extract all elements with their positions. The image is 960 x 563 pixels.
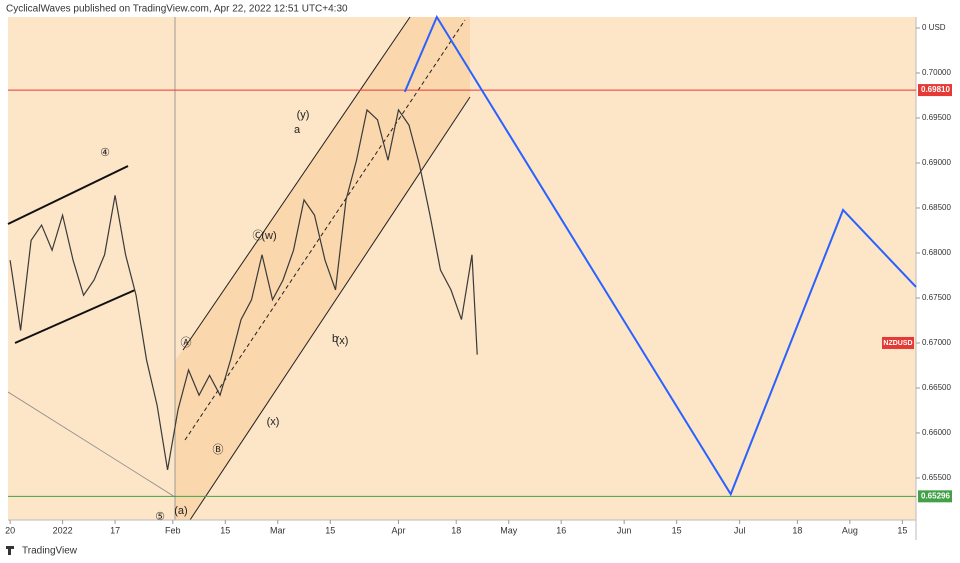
- flag-lower: [14, 289, 136, 344]
- y-tick-label: 0.65500: [922, 473, 951, 482]
- flag-upper: [7, 165, 129, 225]
- last-price-bg: [882, 336, 914, 349]
- wave-label: (w): [261, 230, 276, 242]
- y-tick-label: 0.68500: [922, 203, 951, 212]
- wave-label: Ⓑ: [213, 443, 224, 456]
- y-tick-label: 0.70000: [922, 68, 951, 77]
- x-tick-label: Apr: [391, 525, 405, 535]
- x-tick-label: 16: [556, 525, 566, 535]
- x-tick-label: 17: [110, 525, 120, 535]
- y-tick-label: 0.67000: [922, 338, 951, 347]
- x-tick-label: 18: [451, 525, 461, 535]
- y-tick-label: 0.68000: [922, 248, 951, 257]
- header: CyclicalWaves published on TradingView.c…: [6, 4, 348, 15]
- wave-label: (a): [174, 505, 187, 517]
- x-tick-label: 15: [220, 525, 230, 535]
- y-tick-label: 0 USD: [922, 23, 946, 32]
- brand-logo: [6, 546, 14, 555]
- symbol-label: NZDUSD: [883, 340, 912, 347]
- x-tick-label: Mar: [270, 525, 286, 535]
- wave-label: b: [332, 333, 338, 345]
- x-tick-label: May: [500, 525, 518, 535]
- series-line: [403, 14, 917, 497]
- y-tick-label: 0.66000: [922, 428, 951, 437]
- x-tick-label: 20: [5, 525, 15, 535]
- level-label: 0.65296: [921, 491, 950, 500]
- series-line: [9, 108, 478, 470]
- wave-label: Ⓐ: [181, 336, 192, 349]
- x-tick-label: Aug: [842, 525, 858, 535]
- channel-fill: [175, 17, 470, 520]
- y-tick-label: 0.69500: [922, 113, 951, 122]
- wave-label: (x): [267, 416, 280, 428]
- wave-label: ④: [100, 147, 110, 159]
- x-tick-label: 15: [897, 525, 907, 535]
- y-tick-label: 0.66500: [922, 383, 951, 392]
- x-tick-label: 15: [325, 525, 335, 535]
- y-tick-label: 0.67500: [922, 293, 951, 302]
- level-label-bg: [918, 490, 952, 503]
- channel-upper: [182, 16, 411, 351]
- channel-lower: [189, 96, 471, 521]
- x-tick-label: Jun: [617, 525, 632, 535]
- wave-label: Ⓒ: [253, 229, 264, 242]
- wave-label: (x): [336, 335, 349, 347]
- x-tick-label: Feb: [165, 525, 181, 535]
- x-tick-label: 15: [672, 525, 682, 535]
- level-label: 0.69810: [921, 85, 950, 94]
- x-tick-label: Jul: [734, 525, 746, 535]
- wave-label: a: [294, 124, 301, 136]
- wave-label: ⑤: [155, 511, 165, 523]
- y-tick-label: 0.69000: [922, 158, 951, 167]
- x-tick-label: 2022: [53, 525, 73, 535]
- brand: TradingView: [22, 546, 78, 557]
- x-tick-label: 18: [792, 525, 802, 535]
- level-label-bg: [918, 84, 952, 97]
- wave-label: (y): [297, 109, 310, 121]
- trend-line: [7, 391, 176, 498]
